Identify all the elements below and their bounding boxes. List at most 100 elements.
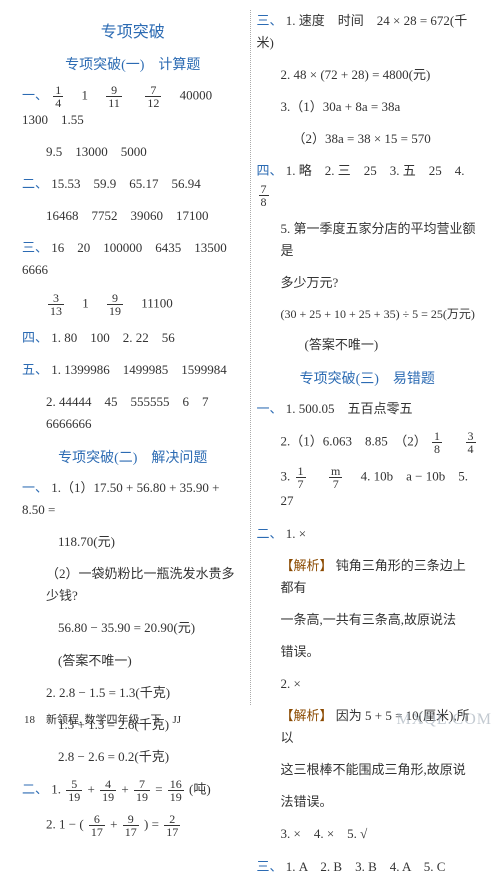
line: 四、 1. 略 2. 三 25 3. 五 25 4. 78 bbox=[257, 160, 479, 207]
line: (答案不唯一) bbox=[22, 650, 244, 672]
section-label: 二、 bbox=[22, 176, 48, 191]
section-label: 三、 bbox=[22, 240, 48, 255]
section-label: 一、 bbox=[22, 87, 48, 102]
text: 1. 速度 时间 24 × 28 = 672(千米) bbox=[257, 13, 468, 50]
right-column: 三、 1. 速度 时间 24 × 28 = 672(千米) 2. 48 × (7… bbox=[251, 10, 485, 705]
fraction: 919 bbox=[107, 292, 123, 317]
line: (答案不唯一) bbox=[257, 334, 479, 356]
line: 313 1 919 11100 bbox=[22, 292, 244, 317]
watermark: MXQE.COM bbox=[396, 711, 492, 729]
section-label: 四、 bbox=[257, 163, 283, 178]
line: 多少万元? bbox=[257, 272, 479, 294]
line: 三、 1. A 2. B 3. B 4. A 5. C bbox=[257, 856, 479, 878]
line: 2.（1）6.063 8.85 （2） 18 34 bbox=[257, 430, 479, 455]
line: 2. 44444 45 555555 6 7 6666666 bbox=[22, 391, 244, 435]
text bbox=[311, 469, 324, 484]
fraction: 18 bbox=[432, 430, 442, 455]
fraction: 14 bbox=[53, 84, 63, 109]
line: 三、 16 20 100000 6435 13500 6666 bbox=[22, 237, 244, 281]
line: 56.80 − 35.90 = 20.90(元) bbox=[22, 617, 244, 639]
text: (吨) bbox=[189, 781, 211, 796]
text: 1. 略 2. 三 25 3. 五 25 4. bbox=[286, 163, 465, 178]
line: 2. 1 − ( 617 + 917 ) = 217 bbox=[22, 813, 244, 838]
text: ) = bbox=[144, 816, 162, 831]
text: = bbox=[155, 781, 166, 796]
section-label: 四、 bbox=[22, 330, 48, 345]
text: 1. 80 100 2. 22 56 bbox=[51, 330, 175, 345]
fraction: 719 bbox=[134, 778, 150, 803]
section-label: 二、 bbox=[257, 526, 283, 541]
line: 二、 1. 519 + 419 + 719 = 1619 (吨) bbox=[22, 778, 244, 803]
fraction: 217 bbox=[164, 813, 180, 838]
text: 11100 bbox=[128, 295, 173, 310]
line: 【解析】 钝角三角形的三条边上都有 bbox=[257, 555, 479, 599]
line: 这三根棒不能围成三角形,故原说 bbox=[257, 759, 479, 781]
line: 一条高,一共有三条高,故原说法 bbox=[257, 609, 479, 631]
fraction: 78 bbox=[259, 183, 269, 208]
fraction: 419 bbox=[100, 778, 116, 803]
text: 1. bbox=[51, 781, 64, 796]
line: 16468 7752 39060 17100 bbox=[22, 205, 244, 227]
page-footer: 18 新领程. 数学四年级 下 JJ bbox=[24, 711, 181, 727]
fraction: 17 bbox=[296, 465, 306, 490]
sub-heading-3: 专项突破(三) 易错题 bbox=[257, 368, 479, 388]
fraction: 519 bbox=[66, 778, 82, 803]
line: 118.70(元) bbox=[22, 531, 244, 553]
line: （2）一袋奶粉比一瓶洗发水贵多少钱? bbox=[22, 563, 244, 607]
text: 4. 10b a − 10b 5. 27 bbox=[281, 469, 468, 509]
line: 2.8 − 2.6 = 0.2(千克) bbox=[22, 746, 244, 768]
left-column: 专项突破 专项突破(一) 计算题 一、 14 1 911 712 40000 1… bbox=[16, 10, 250, 705]
main-heading: 专项突破 bbox=[22, 18, 244, 42]
text: 15.53 59.9 65.17 56.94 bbox=[51, 176, 201, 191]
line: (30 + 25 + 10 + 25 + 35) ÷ 5 = 25(万元) bbox=[257, 304, 479, 324]
text bbox=[127, 87, 140, 102]
line: （2）38a = 38 × 15 = 570 bbox=[257, 128, 479, 150]
text bbox=[447, 434, 460, 449]
line: 3. × 4. × 5. √ bbox=[257, 823, 479, 845]
sub-heading-1: 专项突破(一) 计算题 bbox=[22, 54, 244, 74]
line: 四、 1. 80 100 2. 22 56 bbox=[22, 327, 244, 349]
fraction: 34 bbox=[466, 430, 476, 455]
text: 1. 1399986 1499985 1599984 bbox=[51, 362, 227, 377]
fraction: 313 bbox=[48, 292, 64, 317]
line: 一、 14 1 911 712 40000 1300 1.55 bbox=[22, 84, 244, 131]
analysis-label: 【解析】 bbox=[281, 708, 333, 723]
line: 一、 1.（1）17.50 + 56.80 + 35.90 + 8.50 = bbox=[22, 477, 244, 521]
line: 错误。 bbox=[257, 641, 479, 663]
text: 1. × bbox=[286, 526, 306, 541]
fraction: 911 bbox=[106, 84, 122, 109]
section-label: 三、 bbox=[257, 859, 283, 874]
line: 二、 1. × bbox=[257, 523, 479, 545]
line: 9.5 13000 5000 bbox=[22, 141, 244, 163]
sub-heading-2: 专项突破(二) 解决问题 bbox=[22, 447, 244, 467]
section-label: 五、 bbox=[22, 362, 48, 377]
text: 1 bbox=[69, 295, 102, 310]
analysis-label: 【解析】 bbox=[281, 558, 333, 573]
text: 1. 500.05 五百点零五 bbox=[286, 401, 413, 416]
fraction: 917 bbox=[123, 813, 139, 838]
section-label: 二、 bbox=[22, 781, 48, 796]
line: 3.（1）30a + 8a = 38a bbox=[257, 96, 479, 118]
text: + bbox=[110, 816, 121, 831]
section-label: 一、 bbox=[22, 480, 48, 495]
section-label: 一、 bbox=[257, 401, 283, 416]
line: 法错误。 bbox=[257, 791, 479, 813]
line: 二、 15.53 59.9 65.17 56.94 bbox=[22, 173, 244, 195]
text: 16 20 100000 6435 13500 6666 bbox=[22, 240, 240, 277]
text: + bbox=[121, 781, 132, 796]
line: 3. 17 m7 4. 10b a − 10b 5. 27 bbox=[257, 465, 479, 512]
line: 2. 48 × (72 + 28) = 4800(元) bbox=[257, 64, 479, 86]
line: 一、 1. 500.05 五百点零五 bbox=[257, 398, 479, 420]
text: + bbox=[88, 781, 99, 796]
line: 2. 2.8 − 1.5 = 1.3(千克) bbox=[22, 682, 244, 704]
text: 2.（1）6.063 8.85 （2） bbox=[281, 434, 427, 449]
text: 2. 1 − ( bbox=[46, 816, 87, 831]
text: 3. bbox=[281, 469, 294, 484]
line: 三、 1. 速度 时间 24 × 28 = 672(千米) bbox=[257, 10, 479, 54]
section-label: 三、 bbox=[257, 13, 283, 28]
fraction: 617 bbox=[89, 813, 105, 838]
page-body: 专项突破 专项突破(一) 计算题 一、 14 1 911 712 40000 1… bbox=[0, 0, 500, 735]
fraction: m7 bbox=[329, 465, 342, 490]
line: 2. × bbox=[257, 673, 479, 695]
line: 五、 1. 1399986 1499985 1599984 bbox=[22, 359, 244, 381]
